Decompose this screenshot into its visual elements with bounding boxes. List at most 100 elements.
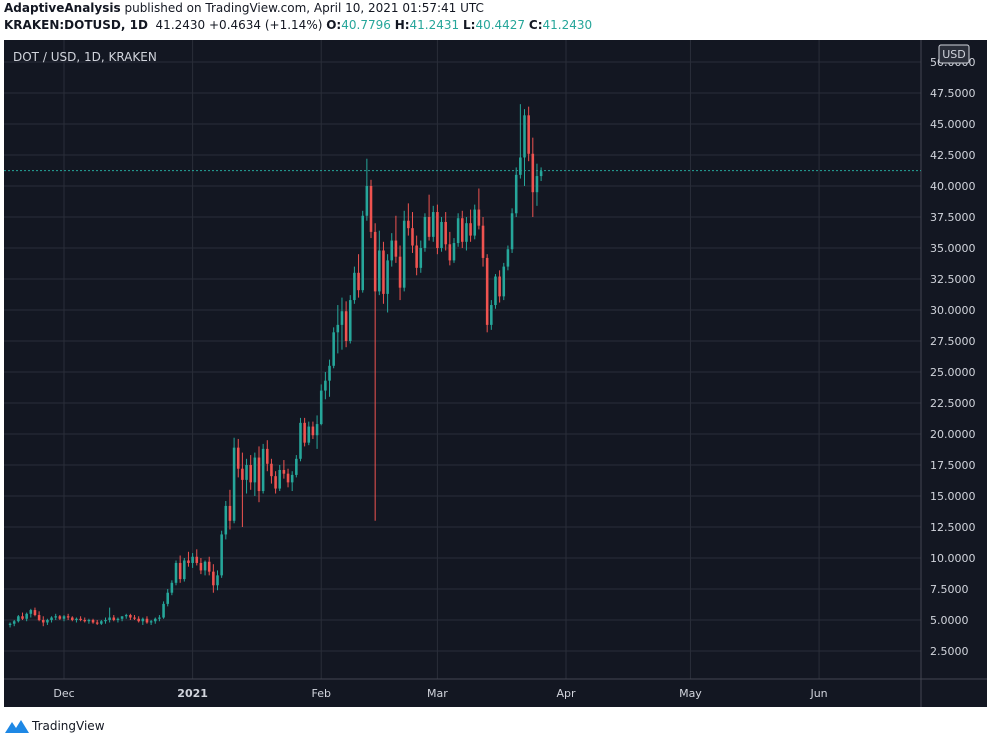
candle: [440, 217, 443, 252]
candle-body: [149, 621, 153, 623]
candle: [531, 137, 535, 217]
candle-body: [50, 617, 53, 620]
candle: [83, 617, 87, 623]
candle-body: [170, 582, 174, 593]
candle: [266, 440, 269, 472]
candle: [444, 212, 447, 251]
candle: [398, 245, 402, 301]
candle-body: [162, 603, 165, 618]
candle: [166, 589, 170, 607]
candle-body: [174, 562, 178, 583]
tradingview-logo-icon[interactable]: [4, 718, 30, 734]
candle: [311, 421, 315, 439]
candle-body: [253, 457, 257, 483]
candle: [506, 245, 510, 271]
time-tick-label: Jun: [809, 687, 827, 700]
open-label: O:: [326, 18, 342, 32]
candle: [54, 613, 57, 620]
candle-body: [212, 571, 215, 586]
candle: [382, 241, 385, 304]
candle-body: [531, 153, 535, 193]
candle: [295, 455, 298, 478]
candle-body: [95, 622, 99, 624]
candle-body: [365, 186, 369, 216]
candle-body: [527, 115, 530, 154]
candle: [411, 212, 414, 253]
grid-lines: [4, 40, 921, 679]
candle: [241, 452, 244, 527]
candle-body: [29, 610, 33, 614]
candle-body: [519, 157, 522, 175]
candle-body: [423, 217, 427, 248]
candle-body: [245, 465, 248, 480]
time-axis-labels: Dec 2021 Feb Mar Apr May Jun: [53, 687, 827, 700]
candle-body: [490, 305, 493, 325]
candle-body: [460, 218, 464, 242]
candle: [519, 104, 522, 179]
candle-body: [523, 115, 526, 158]
tradingview-brand[interactable]: TradingView: [32, 719, 105, 733]
candle-body: [62, 616, 66, 619]
candle-body: [373, 231, 377, 292]
candle: [415, 235, 418, 276]
candle-body: [66, 616, 70, 618]
candle-body: [394, 240, 398, 257]
candle: [303, 417, 306, 447]
candle: [162, 601, 165, 619]
candle: [278, 465, 282, 492]
candle-body: [411, 228, 414, 246]
candle: [228, 489, 232, 530]
candle: [274, 471, 277, 494]
candle-body: [427, 217, 431, 237]
price-tick-label: 25.0000: [930, 366, 976, 379]
candle-body: [228, 505, 232, 521]
chart-area[interactable]: 2.5000 5.0000 7.5000 10.0000 12.5000 15.0000 1…: [4, 40, 987, 707]
candle: [502, 262, 506, 301]
candle-body: [282, 469, 286, 474]
candle: [448, 231, 452, 266]
candle: [91, 618, 95, 624]
candle-body: [141, 618, 145, 622]
candle-body: [129, 615, 132, 618]
low-value: 40.4427: [475, 18, 526, 32]
candle: [183, 558, 186, 582]
candlestick-chart[interactable]: 2.5000 5.0000 7.5000 10.0000 12.5000 15.0000 1…: [4, 40, 987, 707]
candle-body: [79, 618, 82, 620]
candle-body: [473, 209, 477, 236]
candle: [353, 266, 356, 304]
candle-body: [286, 473, 290, 483]
time-tick-label: 2021: [177, 687, 208, 700]
candle: [431, 205, 435, 242]
candle-body: [232, 447, 236, 521]
candle: [477, 188, 481, 230]
candle-body: [145, 618, 149, 623]
candle-body: [485, 257, 489, 325]
candle: [456, 213, 460, 247]
candle: [41, 616, 45, 627]
candle-body: [216, 575, 219, 586]
candle: [112, 615, 116, 622]
candle: [71, 616, 74, 622]
candle-body: [41, 620, 45, 623]
candle: [141, 617, 145, 625]
time-tick-label: Dec: [53, 687, 74, 700]
candle-body: [25, 613, 28, 619]
candle-body: [17, 616, 20, 622]
candle: [261, 443, 265, 494]
candle: [216, 570, 219, 591]
candle-body: [311, 426, 315, 436]
candle: [469, 209, 472, 242]
candle-body: [336, 324, 340, 333]
candle: [510, 208, 514, 253]
author-name[interactable]: AdaptiveAnalysis: [4, 1, 121, 15]
candle-body: [195, 556, 199, 563]
candle: [332, 327, 335, 369]
candle: [187, 551, 190, 567]
candle-body: [295, 458, 298, 475]
candle: [25, 612, 28, 622]
candle-body: [510, 213, 514, 250]
candle-body: [357, 272, 360, 291]
currency-badge[interactable]: [938, 44, 970, 64]
open-value: 40.7796: [341, 18, 391, 32]
candle-body: [506, 249, 510, 267]
